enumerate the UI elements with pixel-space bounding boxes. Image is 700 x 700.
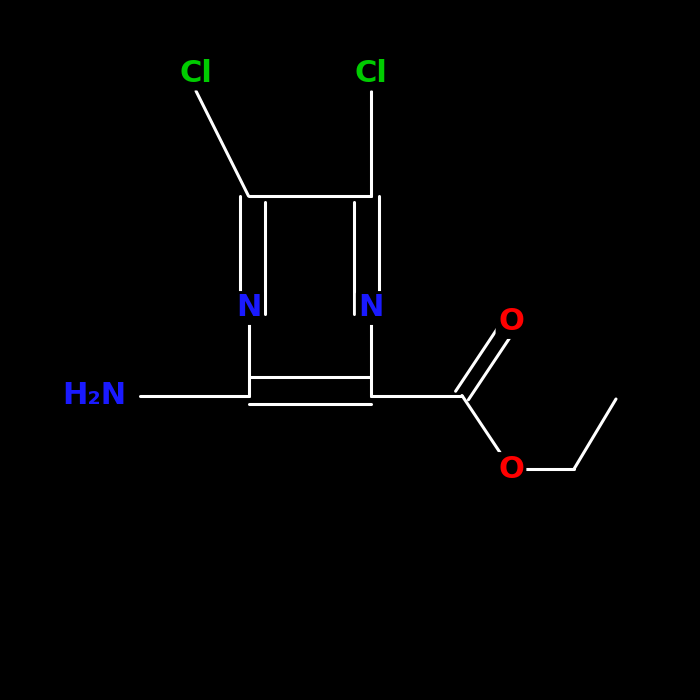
Text: H₂N: H₂N	[62, 381, 126, 410]
Text: N: N	[358, 293, 384, 323]
Text: Cl: Cl	[355, 59, 387, 88]
Text: N: N	[236, 293, 261, 323]
Text: O: O	[498, 454, 524, 484]
Text: Cl: Cl	[180, 59, 212, 88]
Text: O: O	[498, 307, 524, 337]
